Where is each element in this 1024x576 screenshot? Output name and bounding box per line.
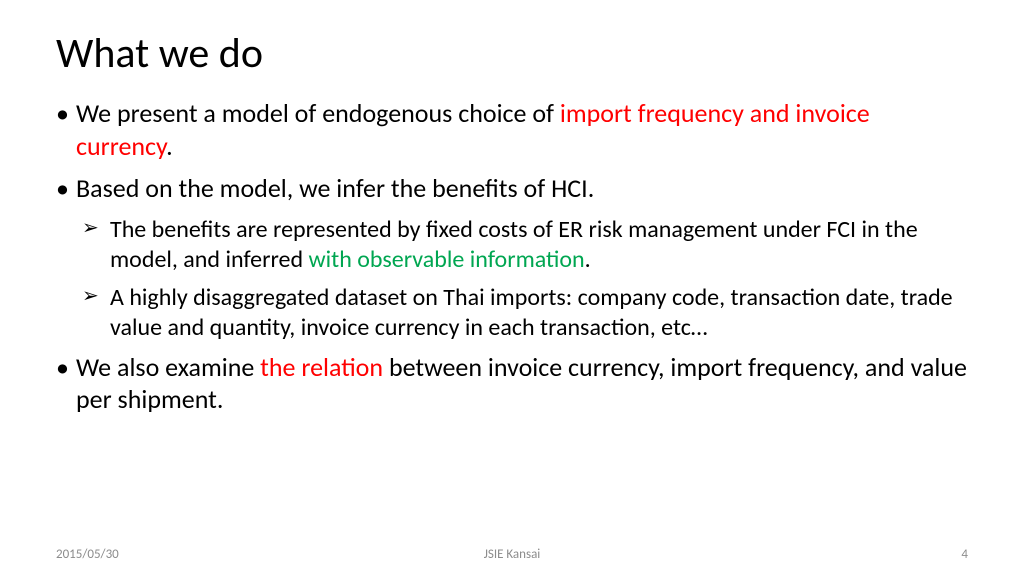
bullet-benefits: Based on the model, we infer the benefit… bbox=[56, 172, 968, 205]
subbullet-benefits-rep: The benefits are represented by fixed co… bbox=[82, 215, 968, 275]
slide-footer: 2015/05/30 JSIE Kansai 4 bbox=[0, 547, 1024, 562]
subbullet-dataset: A highly disaggregated dataset on Thai i… bbox=[82, 283, 968, 343]
footer-page-number: 4 bbox=[961, 547, 968, 562]
bullet-text: We present a model of endogenous choice … bbox=[76, 97, 560, 129]
bullet-text: We also examine bbox=[76, 351, 260, 383]
bullet-text: . bbox=[585, 245, 591, 274]
bullet-model: We present a model of endogenous choice … bbox=[56, 97, 968, 162]
slide: What we do We present a model of endogen… bbox=[0, 0, 1024, 576]
bullet-text-highlight: the relation bbox=[260, 351, 383, 383]
footer-date: 2015/05/30 bbox=[56, 547, 119, 562]
footer-center: JSIE Kansai bbox=[484, 547, 541, 562]
bullet-text: . bbox=[166, 130, 173, 162]
bullet-text: Based on the model, we infer the benefit… bbox=[76, 172, 594, 204]
bullet-text: A highly disaggregated dataset on Thai i… bbox=[110, 283, 953, 342]
slide-title: What we do bbox=[56, 28, 968, 79]
bullet-relation: We also examine the relation between inv… bbox=[56, 351, 968, 416]
bullet-text-highlight: with observable information bbox=[308, 245, 584, 274]
slide-content: We present a model of endogenous choice … bbox=[56, 97, 968, 416]
